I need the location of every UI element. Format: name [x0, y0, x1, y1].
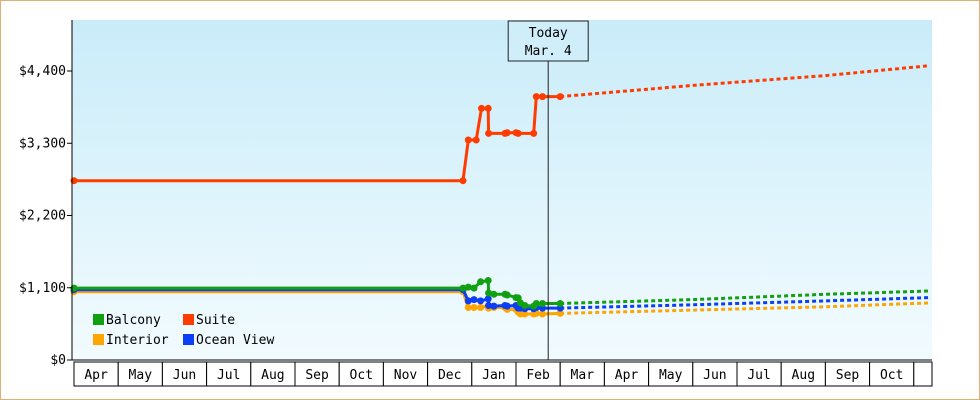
legend-swatch: [183, 334, 194, 345]
x-month-cell: [117, 361, 163, 387]
data-point: [556, 300, 564, 307]
today-label-1: Today: [529, 26, 568, 41]
data-point: [485, 289, 493, 297]
data-point: [490, 302, 498, 310]
x-tick-label: Aug: [792, 368, 815, 383]
data-point: [503, 302, 511, 310]
data-point: [477, 278, 485, 286]
x-tick-label: Aug: [261, 368, 284, 383]
x-tick-label: Dec: [438, 368, 461, 383]
legend-label: Ocean View: [196, 333, 274, 348]
y-tick-label: $4,400: [19, 64, 66, 79]
legend-label: Interior: [106, 333, 169, 348]
legend-swatch: [93, 334, 104, 345]
legend-label: Suite: [196, 313, 235, 328]
data-point: [464, 283, 472, 291]
series-projection-interior: [560, 301, 930, 315]
data-point: [539, 93, 546, 101]
data-point: [485, 302, 493, 309]
x-month-cell: [206, 361, 252, 387]
x-month-cell: [692, 361, 738, 387]
x-tick-label: May: [659, 368, 683, 383]
plot-area: [72, 20, 932, 360]
x-tick-label: Oct: [350, 368, 373, 383]
data-point: [484, 277, 492, 284]
x-tick-label: Jun: [703, 368, 726, 383]
x-tick-label: Sep: [836, 368, 860, 383]
y-tick-label: $2,200: [19, 209, 66, 224]
legend: Balcony Suite Interior Ocean View: [93, 313, 274, 348]
data-point: [503, 291, 511, 299]
series-projection-suite: [560, 64, 930, 99]
x-month-cell: [913, 361, 933, 387]
x-tick-label: Apr: [615, 368, 639, 383]
x-month-cell: [559, 361, 605, 387]
data-point: [514, 129, 522, 137]
series-projection-ocean-view: [560, 296, 930, 310]
data-point: [464, 304, 472, 311]
data-point: [459, 284, 467, 292]
x-month-cell: [869, 361, 915, 387]
x-month-cell: [161, 361, 208, 387]
x-tick-label: Oct: [880, 368, 903, 383]
x-tick-label: May: [129, 368, 153, 383]
data-point: [556, 93, 564, 101]
data-point: [472, 136, 480, 144]
x-month-cell: [250, 361, 296, 387]
data-point: [470, 284, 478, 292]
data-point: [490, 290, 498, 298]
x-month-cell: [648, 361, 694, 387]
series-projection-balcony: [560, 289, 930, 305]
x-month-cell: [736, 361, 782, 387]
data-point: [556, 309, 564, 317]
data-point: [530, 129, 538, 137]
legend-label: Balcony: [106, 313, 161, 328]
data-point: [532, 93, 540, 101]
data-point: [503, 129, 511, 137]
data-point: [539, 310, 546, 318]
x-month-cell: [382, 361, 429, 387]
legend-swatch: [93, 314, 104, 325]
data-point: [459, 177, 467, 185]
x-tick-label: Jun: [173, 368, 196, 383]
data-point: [484, 295, 492, 303]
data-point: [464, 297, 472, 305]
x-tick-label: Apr: [84, 368, 108, 383]
data-point: [539, 300, 546, 307]
legend-swatch: [183, 314, 194, 325]
axes-layer: $0 $1,100 $2,200 $3,300 $4,400 Apr May Jun Jul Au…: [19, 20, 933, 387]
x-tick-label: Jan: [482, 368, 505, 383]
x-month-cell: [427, 361, 473, 387]
data-point: [478, 104, 485, 112]
x-month-cell: [73, 361, 119, 387]
y-tick-label: $0: [50, 353, 66, 368]
data-point: [477, 297, 485, 305]
x-tick-label: Sep: [305, 368, 329, 383]
x-tick-label: Jul: [747, 368, 770, 383]
y-tick-label: $1,100: [19, 281, 66, 296]
x-month-cell: [338, 361, 384, 387]
data-point: [464, 136, 472, 144]
data-point: [521, 310, 529, 318]
data-point: [470, 304, 478, 311]
x-tick-label: Jul: [217, 368, 240, 383]
data-point: [521, 302, 529, 309]
x-tick-label: Feb: [526, 368, 550, 383]
data-point: [485, 129, 493, 137]
x-tick-label: Nov: [394, 368, 418, 383]
today-label-2: Mar. 4: [525, 44, 572, 59]
data-point: [470, 296, 478, 304]
data-point: [484, 104, 492, 112]
x-month-cell: [294, 361, 340, 387]
series-layer: [70, 64, 930, 318]
data-point: [477, 304, 485, 311]
today-marker: Today Mar. 4: [507, 20, 589, 360]
today-box: [507, 20, 589, 62]
x-month-cell: [471, 361, 517, 387]
y-tick-label: $3,300: [19, 136, 66, 151]
x-tick-label: Mar: [571, 368, 595, 383]
data-point: [532, 300, 540, 307]
